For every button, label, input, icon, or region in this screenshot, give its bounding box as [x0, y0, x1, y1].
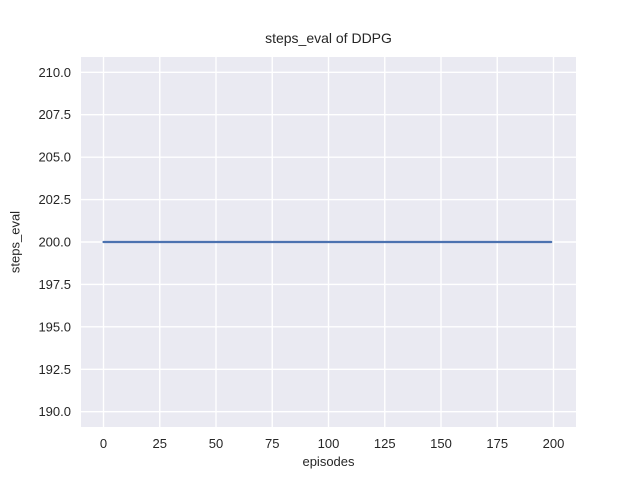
x-tick-label: 75 [265, 436, 279, 451]
y-axis-label: steps_eval [7, 210, 23, 274]
chart-title: steps_eval of DDPG [265, 30, 392, 46]
y-tick-label: 197.5 [38, 277, 71, 292]
x-tick-label: 0 [100, 436, 107, 451]
x-tick-label: 50 [209, 436, 223, 451]
x-axis-label: episodes [302, 454, 355, 469]
x-tick-label: 150 [430, 436, 452, 451]
y-tick-label: 200.0 [38, 235, 71, 250]
x-tick-label: 100 [318, 436, 340, 451]
y-tick-label: 190.0 [38, 404, 71, 419]
x-tick-label: 125 [374, 436, 396, 451]
y-tick-label: 195.0 [38, 319, 71, 334]
y-tick-label: 205.0 [38, 150, 71, 165]
x-tick-label: 25 [153, 436, 167, 451]
y-tick-label: 207.5 [38, 107, 71, 122]
x-tick-label: 200 [543, 436, 565, 451]
x-tick-label: 175 [486, 436, 508, 451]
y-tick-label: 202.5 [38, 192, 71, 207]
y-tick-label: 210.0 [38, 65, 71, 80]
y-tick-label: 192.5 [38, 362, 71, 377]
